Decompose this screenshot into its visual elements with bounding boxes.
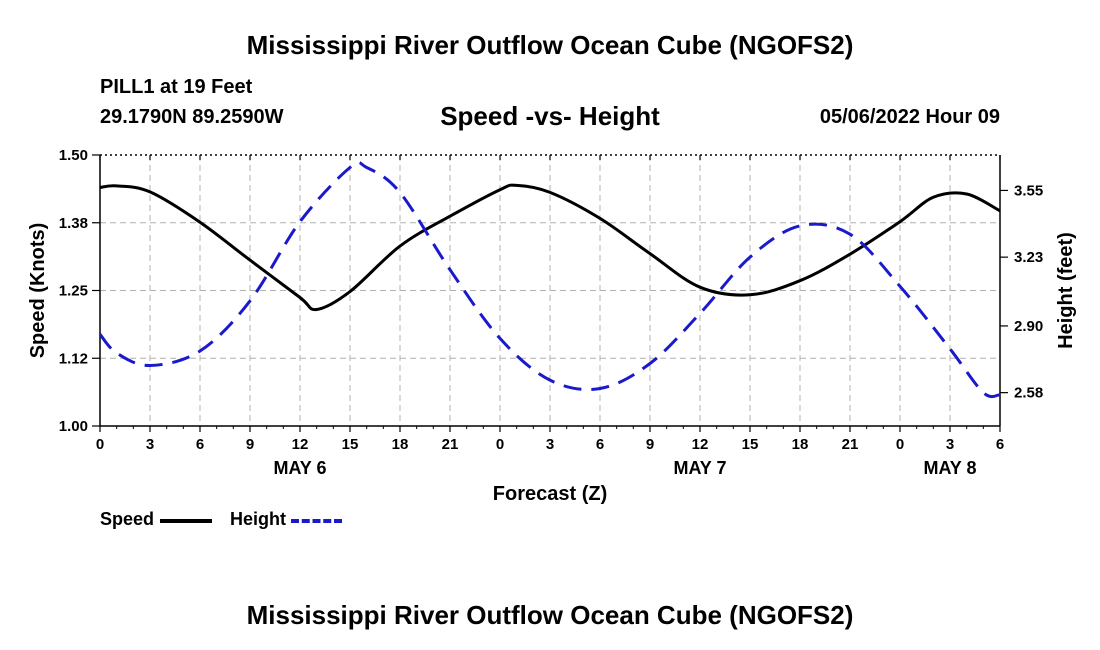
x-tick-label: 21 [442, 436, 459, 453]
x-tick-label: 6 [596, 436, 604, 453]
y-tick-label: 1.38 [59, 215, 88, 232]
legend-speed-swatch [160, 519, 212, 523]
legend-height-label: Height [230, 509, 286, 529]
series-line-height [98, 160, 1001, 399]
x-day-label: MAY 7 [673, 458, 726, 478]
x-tick-label: 0 [496, 436, 504, 453]
x-tick-label: 9 [646, 436, 654, 453]
x-tick-label: 12 [692, 436, 709, 453]
y2-tick-label: 3.23 [1014, 249, 1043, 266]
x-tick-label: 3 [146, 436, 154, 453]
y-tick-label: 1.25 [59, 283, 88, 300]
station-coords: 29.1790N 89.2590W [100, 106, 284, 128]
y2-tick-label: 2.58 [1014, 385, 1043, 402]
y2-axis-title: Height (feet) [1055, 232, 1077, 349]
chart: 0 3 6 9 12 15 18 21 0 3 6 9 12 15 18 21 0 3 6 MAY 6 MAY 7 MAY… [27, 147, 1077, 505]
x-tick-label: 9 [246, 436, 254, 453]
x-day-label: MAY 8 [923, 458, 976, 478]
x-tick-label: 3 [946, 436, 954, 453]
x-tick-label: 18 [792, 436, 809, 453]
forecast-date: 05/06/2022 Hour 09 [819, 106, 1000, 128]
x-day-label: MAY 6 [273, 458, 326, 478]
x-tick-label: 15 [742, 436, 759, 453]
x-tick-label: 3 [546, 436, 554, 453]
footer-title: Mississippi River Outflow Ocean Cube (NG… [246, 600, 854, 630]
legend-speed-label: Speed [100, 509, 155, 529]
x-axis-title: Forecast (Z) [493, 483, 607, 505]
y2-tick-label: 3.55 [1014, 182, 1043, 199]
x-tick-label: 6 [196, 436, 204, 453]
chart-subtitle: Speed -vs- Height [440, 101, 660, 131]
page-title: Mississippi River Outflow Ocean Cube (NG… [246, 30, 854, 60]
x-tick-label: 0 [896, 436, 904, 453]
x-tick-label: 6 [996, 436, 1004, 453]
y-axis-title: Speed (Knots) [27, 223, 49, 359]
x-tick-label: 21 [842, 436, 859, 453]
x-tick-label: 12 [292, 436, 309, 453]
x-tick-label: 15 [342, 436, 359, 453]
y-tick-label: 1.00 [59, 418, 88, 435]
y-tick-label: 1.12 [59, 350, 88, 367]
y-tick-label: 1.50 [59, 147, 88, 164]
x-tick-label: 0 [96, 436, 104, 453]
x-tick-label: 18 [392, 436, 409, 453]
legend-height-swatch [291, 519, 342, 523]
y2-tick-label: 2.90 [1014, 318, 1043, 335]
station-label: PILL1 at 19 Feet [100, 76, 253, 98]
